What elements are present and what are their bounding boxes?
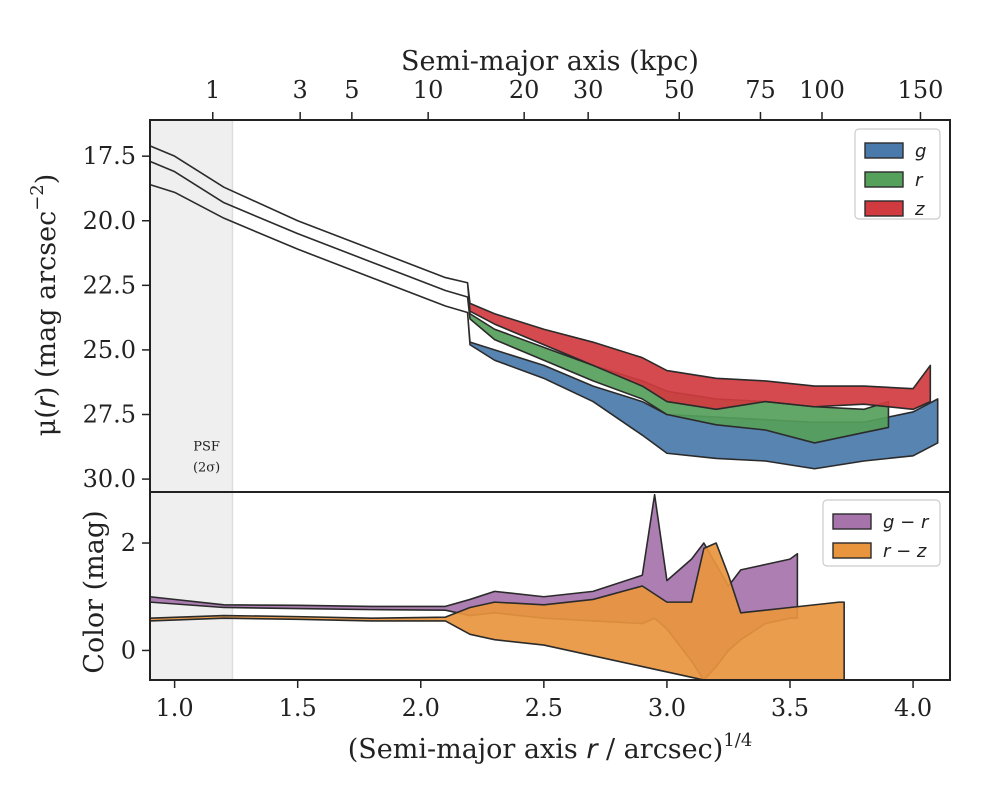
bottom-y-ticks: 02: [121, 529, 150, 664]
top-y-axis-label: μ(r) (mag arcsec−2): [27, 174, 62, 437]
color-profile-panel: 02 1.0 1.5 2.0 2.5 3.0 3.5 4.0 g − rr − z: [121, 491, 951, 722]
psf-label-line-2: (2σ): [193, 460, 220, 475]
top-y-tick-label: 27.5: [83, 401, 136, 429]
band-g-0: [149, 183, 939, 470]
y-label-var: r: [31, 395, 62, 408]
x-tick-label: 2.5: [525, 694, 563, 722]
kpc-axis-ticks: 1 3 5 10 20 30 50 75 100 150: [205, 76, 943, 120]
top-legend: grz: [854, 128, 941, 220]
bottom-panel-frame: [149, 491, 951, 681]
psf-label-line-1: PSF: [193, 440, 220, 455]
bottom-y-axis-label: Color (mag): [79, 510, 110, 673]
x-tick-label: 4.0: [894, 694, 932, 722]
kpc-tick-label: 10: [413, 76, 444, 104]
kpc-tick-label: 75: [745, 76, 776, 104]
legend-swatch: [864, 142, 904, 159]
legend-label: g − r: [883, 512, 930, 533]
bottom-legend: g − r r − z: [822, 499, 941, 567]
legend-label: g: [915, 141, 926, 162]
y-label-part-2: ) (mag arcsec: [31, 211, 62, 397]
legend-label: r − z: [883, 541, 927, 562]
x-axis-label-exponent: 1/4: [723, 730, 752, 751]
bottom-y-tick-label: 0: [121, 636, 136, 664]
kpc-tick-label: 100: [799, 76, 845, 104]
kpc-tick-label: 20: [509, 76, 540, 104]
top-y-tick-label: 17.5: [83, 142, 136, 170]
kpc-tick-label: 1: [205, 76, 220, 104]
x-axis-label-var: r: [586, 734, 599, 765]
color-bands: [149, 493, 845, 681]
y-label-part-1: μ(: [31, 408, 62, 436]
band-z-2: [149, 145, 932, 411]
legend-swatch: [832, 513, 872, 530]
kpc-tick-label: 3: [293, 76, 308, 104]
top-y-tick-label: 22.5: [83, 271, 136, 299]
profile-bands: [149, 145, 939, 470]
x-axis-label: (Semi-major axis r / arcsec)1/4: [348, 730, 753, 765]
legend-swatch: [832, 542, 872, 559]
x-tick-label: 3.5: [771, 694, 809, 722]
x-tick-label: 1.5: [279, 694, 317, 722]
top-y-tick-label: 30.0: [83, 465, 136, 493]
band-r-1: [149, 160, 890, 444]
top-y-ticks: 17.5 20.0 22.5 25.0 27.5 30.0: [83, 142, 150, 493]
kpc-tick-label: 150: [898, 76, 944, 104]
x-axis-label-part-1: (Semi-major axis: [348, 734, 587, 765]
psf-region: [150, 120, 233, 492]
top-y-tick-label: 20.0: [83, 207, 136, 235]
legend-swatch: [864, 171, 904, 188]
x-axis-label-part-2: / arcsec): [597, 734, 723, 765]
bottom-y-tick-label: 2: [121, 529, 136, 557]
bottom-x-ticks: 1.0 1.5 2.0 2.5 3.0 3.5 4.0: [156, 680, 932, 722]
y-label-part-3: ): [31, 174, 62, 185]
y-label-exponent: −2: [27, 184, 48, 211]
kpc-tick-label: 50: [664, 76, 695, 104]
legend-label: r: [915, 170, 924, 191]
kpc-tick-label: 30: [573, 76, 604, 104]
legend-swatch: [864, 200, 904, 217]
x-tick-label: 2.0: [402, 694, 440, 722]
x-tick-label: 1.0: [156, 694, 194, 722]
kpc-tick-label: 5: [344, 76, 359, 104]
band-rz-1: [149, 542, 845, 681]
top-x-axis-label: Semi-major axis (kpc): [401, 46, 699, 77]
legend-label: z: [914, 199, 925, 220]
psf-region-bottom: [150, 492, 233, 680]
x-tick-label: 3.0: [648, 694, 686, 722]
top-y-tick-label: 25.0: [83, 336, 136, 364]
surface-brightness-panel: PSF (2σ) 17.5 20.0 22.5 25.0 27.5 30.0 1 3 5 10 2…: [83, 76, 951, 493]
